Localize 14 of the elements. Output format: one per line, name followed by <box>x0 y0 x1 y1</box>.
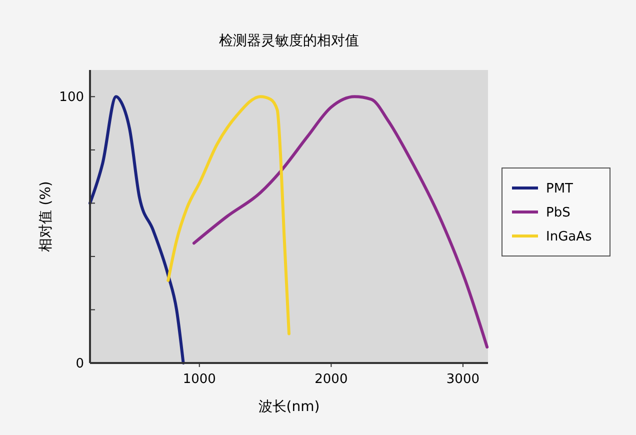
y-tick-label: 0 <box>76 356 84 372</box>
chart-title: 检测器灵敏度的相对值 <box>219 33 359 49</box>
x-tick-label: 3000 <box>446 372 480 387</box>
y-tick-label: 100 <box>59 90 84 106</box>
y-axis-title: 相对值 (%) <box>38 181 54 252</box>
legend-label: InGaAs <box>546 230 592 245</box>
x-axis-title: 波长(nm) <box>258 399 320 415</box>
legend-label: PbS <box>546 206 570 221</box>
line-series <box>166 95 290 336</box>
line-series <box>192 95 489 349</box>
x-tick-label: 1000 <box>182 372 216 387</box>
x-tick-label: 2000 <box>314 372 348 387</box>
legend-label: PMT <box>546 182 574 197</box>
line-series <box>88 95 185 364</box>
